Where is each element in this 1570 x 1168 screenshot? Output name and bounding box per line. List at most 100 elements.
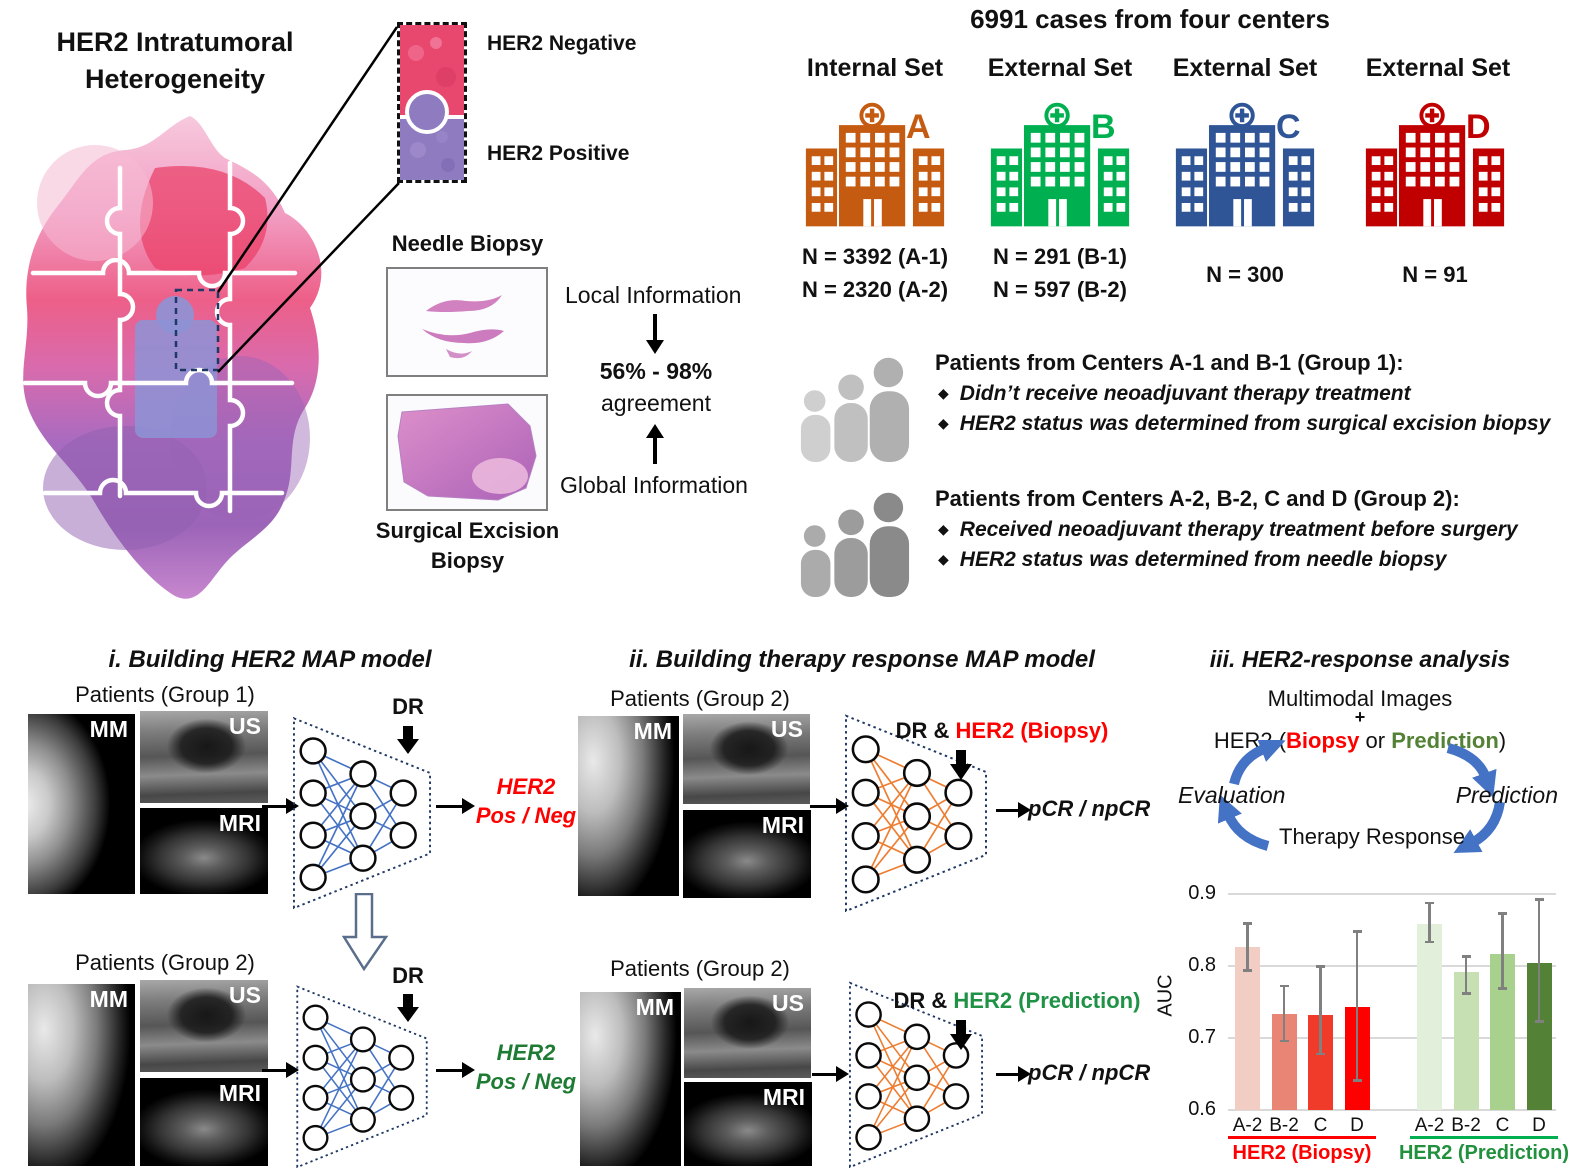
dr-her2-prediction-label: DR & HER2 (Prediction) (872, 988, 1162, 1014)
needle-biopsy-label: Needle Biopsy (391, 231, 544, 256)
group-2-bullet-2: ◆ HER2 status was determined from needle … (938, 548, 1447, 571)
axis-underline (1228, 1136, 1376, 1139)
us-label: US (772, 990, 804, 1016)
her2-inset-image (400, 25, 464, 180)
chart-bar (1417, 924, 1442, 1110)
therapy-map-network-2 (849, 981, 983, 1168)
error-bar (1464, 955, 1468, 995)
dr-down-arrow-icon (397, 726, 419, 754)
agreement-value: 56% - 98% (599, 358, 713, 384)
input-arrowhead (286, 1062, 299, 1078)
network-edge (314, 1039, 364, 1139)
her2-zoom-inset (397, 22, 467, 183)
y-tick-label: 0.6 (1188, 1098, 1216, 1120)
network-border (849, 981, 983, 1168)
y-tick-label: 0.7 (1188, 1026, 1216, 1048)
set-label-c: External Set (1172, 54, 1318, 82)
multimodal-images-label: Multimodal Images (1267, 686, 1453, 711)
diamond-bullet-icon: ◆ (938, 551, 949, 567)
network-node (855, 1042, 882, 1069)
output-arrowhead (1018, 1066, 1031, 1082)
dr-her2-biopsy-label: DR & HER2 (Biopsy) (872, 718, 1132, 744)
center-letter-b: B (1091, 108, 1116, 146)
error-bar-cap (1425, 901, 1434, 905)
evaluation-prediction-cycle-arrows (1217, 740, 1505, 854)
dr-label: DR (392, 694, 424, 719)
network-node (851, 865, 880, 894)
input-arrowhead (836, 1066, 849, 1082)
panel-ii-row1-patients-label: Patients (Group 2) (610, 686, 790, 711)
category-label: B-2 (1451, 1115, 1481, 1136)
tissue-puzzle-image (22, 116, 322, 599)
dr-prefix: DR & (893, 988, 954, 1013)
network-node (349, 1066, 376, 1093)
network-node (851, 735, 880, 764)
output-line1: HER2 (496, 774, 556, 799)
needle-biopsy-image (386, 267, 548, 377)
network-node (851, 821, 880, 851)
network-node (944, 821, 973, 851)
error-bar-cap (1534, 1020, 1544, 1023)
network-edge (312, 773, 364, 878)
input-arrow (810, 805, 836, 808)
panel-i-row1-patients-label: Patients (Group 1) (75, 682, 255, 707)
network-edge (867, 1036, 918, 1138)
network-border (845, 714, 987, 912)
mri-image: MRI (684, 1082, 812, 1166)
pcr-output-1: pCR / npCR (1028, 796, 1151, 821)
network-node (299, 821, 327, 849)
hospital-icon-c (1175, 102, 1315, 227)
category-label: C (1313, 1115, 1328, 1136)
up-arrow-icon (646, 424, 664, 464)
output-arrow (436, 1069, 462, 1072)
panel-ii-title: ii. Building therapy response MAP model (629, 646, 1095, 673)
network-node (349, 844, 377, 872)
mm-label: MM (633, 718, 672, 744)
or-word: or (1359, 728, 1392, 753)
category-label: A-2 (1232, 1115, 1263, 1136)
surgical-biopsy-label: Surgical Excision Biopsy (360, 516, 575, 576)
output-line2: Pos / Neg (475, 803, 577, 828)
output-arrow (996, 1073, 1018, 1076)
dr-down-arrow-icon (397, 994, 419, 1022)
patient-group-1-icon (800, 357, 910, 462)
input-arrow (262, 1069, 286, 1072)
network-node (349, 802, 377, 830)
network-node (944, 778, 973, 807)
category-label: D (1532, 1115, 1546, 1136)
error-bar (1501, 912, 1504, 990)
output-line2: Pos / Neg (475, 1069, 577, 1094)
network-node (942, 1042, 970, 1069)
category-label: D (1350, 1115, 1364, 1136)
network-node (302, 1004, 329, 1031)
her2-positive-label: HER2 Positive (487, 142, 630, 165)
network-node (902, 802, 932, 831)
network-node (903, 1105, 931, 1132)
network-node (388, 1044, 415, 1071)
mm-label: MM (635, 994, 674, 1020)
network-node (855, 1083, 882, 1110)
network-node (389, 779, 417, 807)
error-bar-cap (1498, 987, 1507, 990)
mri-label: MRI (761, 812, 804, 838)
error-bar (1537, 898, 1541, 1023)
chart-gridline (1228, 1109, 1556, 1111)
surgical-label-line2: Biopsy (430, 548, 505, 573)
n-count-a2: N = 2320 (A-2) (801, 277, 949, 302)
error-bar-cap (1243, 969, 1252, 972)
category-label: C (1495, 1115, 1510, 1136)
model-transfer-arrow (342, 893, 389, 971)
network-border (293, 716, 431, 909)
diamond-bullet-icon: ◆ (938, 521, 949, 537)
ultrasound-image: US (683, 714, 810, 804)
global-information-label: Global Information (560, 472, 748, 498)
mri-label: MRI (762, 1084, 805, 1110)
network-node (388, 1084, 415, 1111)
network-node (851, 778, 880, 807)
error-bar-cap (1279, 984, 1289, 988)
therapy-map-network-1 (845, 714, 987, 912)
mammography-image: MM (28, 714, 135, 894)
network-node (903, 1064, 931, 1092)
legend-label: HER2 (Prediction) (1398, 1142, 1570, 1164)
n-count-b2: N = 597 (B-2) (993, 277, 1127, 302)
